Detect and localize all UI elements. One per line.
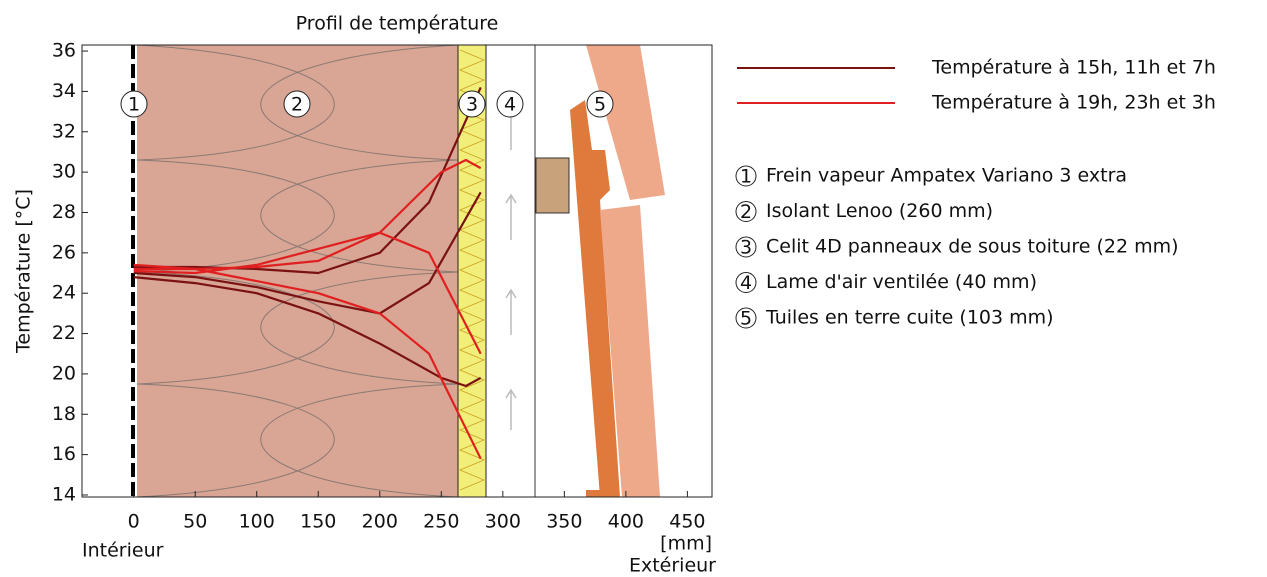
layer-label: Frein vapeur Ampatex Variano 3 extra xyxy=(766,165,1127,187)
x-tick-label: 50 xyxy=(183,511,207,533)
y-tick-label: 14 xyxy=(52,483,76,505)
layer-number: 1 xyxy=(128,94,140,116)
x-tick-label: 150 xyxy=(300,511,336,533)
layer-number: 3 xyxy=(466,94,478,116)
layer-label: Tuiles en terre cuite (103 mm) xyxy=(765,307,1054,329)
x-right-note: Extérieur xyxy=(629,555,716,577)
y-tick-label: 30 xyxy=(52,161,76,183)
y-tick-label: 16 xyxy=(52,443,76,465)
batten xyxy=(536,158,569,213)
legend-label: Température à 19h, 23h et 3h xyxy=(931,92,1216,114)
y-tick-label: 36 xyxy=(52,40,76,62)
layer-label: Lame d'air ventilée (40 mm) xyxy=(766,271,1037,293)
x-tick-label: 400 xyxy=(608,511,644,533)
y-tick-label: 22 xyxy=(52,322,76,344)
x-axis-label: [mm] xyxy=(660,533,712,555)
chart-title: Profil de température xyxy=(296,13,499,35)
layer-number: 4 xyxy=(504,94,516,116)
layer-number: 5 xyxy=(594,94,606,116)
y-tick-label: 26 xyxy=(52,241,76,263)
legend-number: 2 xyxy=(740,201,752,223)
air-arrows xyxy=(506,100,516,430)
layer-label: Celit 4D panneaux de sous toiture (22 mm… xyxy=(766,236,1179,258)
y-tick-label: 18 xyxy=(52,403,76,425)
x-tick-label: 300 xyxy=(485,511,521,533)
y-axis-label: Température [°C] xyxy=(13,189,35,354)
x-left-note: Intérieur xyxy=(82,540,164,562)
y-tick-label: 32 xyxy=(52,120,76,142)
chart: Profil de température Température [°C] [… xyxy=(0,0,1267,577)
legend-number: 1 xyxy=(740,166,752,188)
x-tick-label: 350 xyxy=(546,511,582,533)
y-tick-label: 20 xyxy=(52,362,76,384)
y-tick-label: 28 xyxy=(52,201,76,223)
legend-label: Température à 15h, 11h et 7h xyxy=(931,57,1216,79)
x-tick-label: 0 xyxy=(128,511,140,533)
tile xyxy=(586,490,606,497)
y-tick-label: 34 xyxy=(52,80,76,102)
x-tick-label: 250 xyxy=(423,511,459,533)
legend-number: 4 xyxy=(740,272,752,294)
x-tick-label: 450 xyxy=(669,511,705,533)
y-tick-label: 24 xyxy=(52,282,76,304)
x-tick-label: 100 xyxy=(239,511,275,533)
legend-number: 5 xyxy=(740,308,752,330)
layer-label: Isolant Lenoo (260 mm) xyxy=(766,200,993,222)
x-tick-label: 200 xyxy=(362,511,398,533)
layer-number: 2 xyxy=(291,94,303,116)
legend-number: 3 xyxy=(740,237,752,259)
